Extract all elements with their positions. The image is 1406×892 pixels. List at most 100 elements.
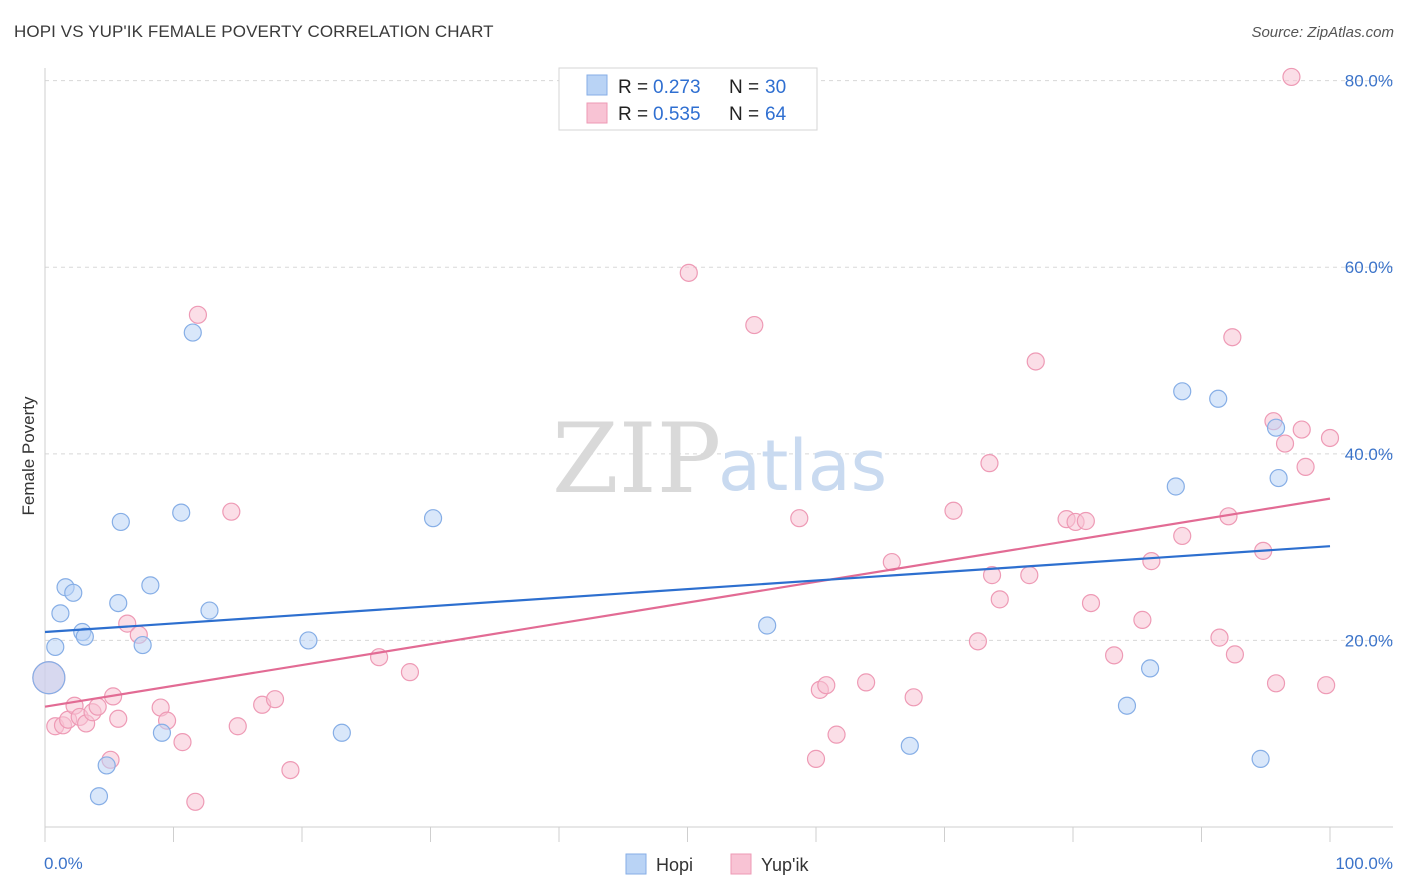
yupik-point <box>1317 676 1336 695</box>
hopi-n-value: 30 <box>765 77 786 98</box>
yupik-point <box>1292 420 1311 439</box>
yupik-point <box>1026 352 1045 371</box>
series-legend: Hopi Yup'ik <box>625 853 809 875</box>
yupik-n-value: 64 <box>765 104 787 125</box>
yupik-legend-swatch <box>586 102 608 124</box>
hopi-point <box>152 723 172 742</box>
yupik-point <box>857 673 876 692</box>
hopi-point <box>900 736 919 755</box>
yupik-point <box>1105 646 1124 665</box>
yupik-point <box>173 733 192 752</box>
yupik-point <box>1223 328 1242 347</box>
yupik-point <box>1133 610 1152 629</box>
hopi-n-label: N = <box>729 77 759 98</box>
hopi-trend-line <box>44 545 1331 634</box>
y-tick-label: 60.0% <box>1345 258 1393 277</box>
hopi-points <box>32 323 1288 806</box>
yupik-r-value: 0.535 <box>653 104 701 125</box>
yupik-point <box>281 760 300 780</box>
hopi-point <box>75 627 94 646</box>
y-tick-labels: 20.0% 40.0% 60.0% 80.0% <box>1345 72 1393 651</box>
yupik-point <box>1142 552 1161 571</box>
hopi-point <box>141 576 160 595</box>
hopi-point <box>183 323 202 342</box>
yupik-point <box>1081 593 1101 613</box>
yupik-point <box>817 676 836 695</box>
x-tick-label-max: 100.0% <box>1335 854 1393 873</box>
hopi-point <box>1117 696 1137 715</box>
yupik-point <box>980 454 999 473</box>
yupik-point <box>982 566 1002 585</box>
hopi-point <box>1166 477 1185 496</box>
hopi-legend-swatch <box>586 74 608 96</box>
yupik-point <box>904 688 923 707</box>
watermark-zip: ZIP <box>552 403 721 515</box>
y-tick-label: 80.0% <box>1345 72 1393 91</box>
yupik-point <box>1282 67 1301 87</box>
hopi-point <box>64 583 83 602</box>
yupik-n-label: N = <box>729 104 759 125</box>
hopi-point <box>299 631 318 650</box>
yupik-point <box>1076 511 1095 531</box>
y-tick-label: 40.0% <box>1345 445 1393 464</box>
hopi-point <box>200 601 219 620</box>
hopi-point <box>1269 468 1288 488</box>
hopi-series-label: Hopi <box>656 855 693 875</box>
yupik-point <box>88 697 107 716</box>
yupik-point <box>186 792 205 811</box>
trend-lines <box>44 497 1331 708</box>
hopi-point <box>97 756 116 775</box>
yupik-point <box>1173 526 1192 546</box>
yupik-point <box>679 263 698 282</box>
yupik-point <box>400 663 420 682</box>
hopi-point <box>423 509 443 528</box>
hopi-point <box>46 637 65 657</box>
axes <box>44 68 1393 842</box>
yupik-series-swatch <box>730 853 752 875</box>
yupik-r-label: R = <box>618 104 648 125</box>
y-tick-label: 20.0% <box>1345 631 1393 650</box>
hopi-point <box>32 661 66 695</box>
hopi-point <box>1209 389 1228 408</box>
yupik-point <box>827 725 846 744</box>
yupik-point <box>1275 434 1295 453</box>
chart-title: HOPI VS YUP'IK FEMALE POVERTY CORRELATIO… <box>14 22 494 41</box>
hopi-point <box>1266 418 1286 437</box>
watermark: ZIP atlas <box>552 403 887 515</box>
yupik-point <box>968 632 988 651</box>
yupik-point <box>222 502 241 521</box>
source-label: Source: ZipAtlas.com <box>1251 24 1394 41</box>
yupik-point <box>109 709 128 728</box>
yupik-point <box>1225 645 1245 664</box>
hopi-r-value: 0.273 <box>653 77 701 98</box>
watermark-atlas: atlas <box>718 425 887 507</box>
hopi-point <box>111 512 130 532</box>
hopi-series-swatch <box>625 853 647 875</box>
y-axis-label: Female Poverty <box>19 396 38 516</box>
hopi-point <box>172 503 191 522</box>
x-tick-label-min: 0.0% <box>44 854 83 873</box>
hopi-r-label: R = <box>618 77 648 98</box>
yupik-point <box>265 690 285 709</box>
yupik-point <box>188 305 208 324</box>
yupik-point <box>1266 674 1286 693</box>
hopi-point <box>51 604 70 623</box>
hopi-point <box>758 616 777 635</box>
yupik-point <box>745 315 764 335</box>
yupik-point <box>1296 457 1315 476</box>
yupik-trend-line <box>44 497 1331 708</box>
yupik-point <box>228 717 247 736</box>
yupik-point <box>1020 566 1039 585</box>
hopi-point <box>1251 749 1270 768</box>
yupik-point <box>790 509 809 528</box>
hopi-point <box>332 723 351 742</box>
yupik-point <box>806 749 826 768</box>
yupik-point <box>990 590 1009 609</box>
yupik-point <box>1210 628 1229 647</box>
yupik-point <box>1320 428 1340 448</box>
hopi-point <box>1173 382 1192 401</box>
grid-lines <box>45 80 1393 641</box>
yupik-point <box>944 501 963 520</box>
stats-legend: R = 0.273 N = 30 R = 0.535 N = 64 <box>558 67 818 131</box>
